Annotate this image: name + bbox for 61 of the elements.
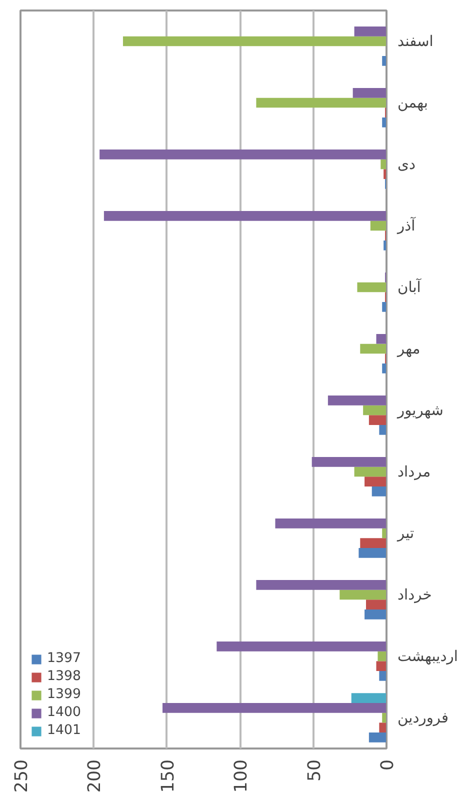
legend-label: 1400 — [47, 705, 81, 720]
bar — [363, 405, 386, 416]
bar — [104, 210, 386, 221]
bar — [378, 651, 386, 662]
bar — [275, 518, 386, 528]
y-tick-label: خرداد — [398, 586, 432, 604]
x-tick-label: 50 — [304, 759, 325, 782]
bar — [376, 661, 386, 672]
bar — [382, 302, 386, 312]
bar — [379, 671, 386, 681]
x-tick-label: 200 — [85, 759, 106, 793]
bar — [372, 486, 386, 496]
bar — [357, 282, 386, 292]
bar — [354, 26, 386, 36]
y-tick-label: دی — [398, 156, 416, 173]
y-tick-label: آبان — [398, 278, 422, 296]
bar — [216, 641, 386, 652]
x-tick-label: 100 — [232, 759, 252, 793]
y-tick-label: اسفند — [398, 32, 434, 50]
bar — [368, 732, 386, 742]
legend-label: 1399 — [47, 687, 81, 702]
bar — [360, 344, 386, 354]
x-tick-label: 0 — [378, 759, 398, 771]
bar — [354, 466, 386, 477]
bar — [366, 600, 386, 610]
legend-label: 1401 — [47, 723, 81, 738]
bar — [328, 395, 386, 406]
bar — [358, 548, 386, 558]
legend-label: 1398 — [47, 669, 81, 684]
bar — [352, 88, 386, 98]
y-tick-label: تیر — [396, 524, 414, 542]
x-tick-label: 250 — [12, 759, 32, 793]
y-tick-label: شهریور — [396, 402, 444, 419]
bar — [256, 98, 386, 108]
bar — [382, 56, 386, 66]
bar — [122, 36, 386, 46]
bar — [368, 415, 386, 426]
bar — [376, 334, 386, 344]
bar — [380, 159, 386, 170]
bar — [382, 118, 386, 128]
y-tick-label: بهمن — [398, 94, 428, 112]
bar — [379, 722, 386, 733]
bar — [364, 610, 386, 620]
y-tick-label: آذر — [396, 216, 416, 234]
bar — [312, 456, 386, 467]
bar — [370, 220, 386, 231]
y-tick-label: فروردین — [398, 709, 449, 726]
bar — [100, 149, 386, 160]
legend-label: 1397 — [47, 651, 81, 666]
y-tick-label: مرداد — [398, 463, 431, 480]
bar — [162, 702, 386, 713]
bar — [382, 364, 386, 374]
y-tick-label: مهر — [396, 340, 420, 358]
x-tick-label: 150 — [158, 759, 178, 793]
bar — [351, 693, 386, 703]
bar — [364, 476, 386, 487]
bar — [340, 590, 386, 600]
bar — [256, 580, 386, 590]
bar — [379, 425, 386, 435]
bar — [360, 538, 386, 548]
y-tick-label: اردیبهشت — [398, 648, 458, 665]
